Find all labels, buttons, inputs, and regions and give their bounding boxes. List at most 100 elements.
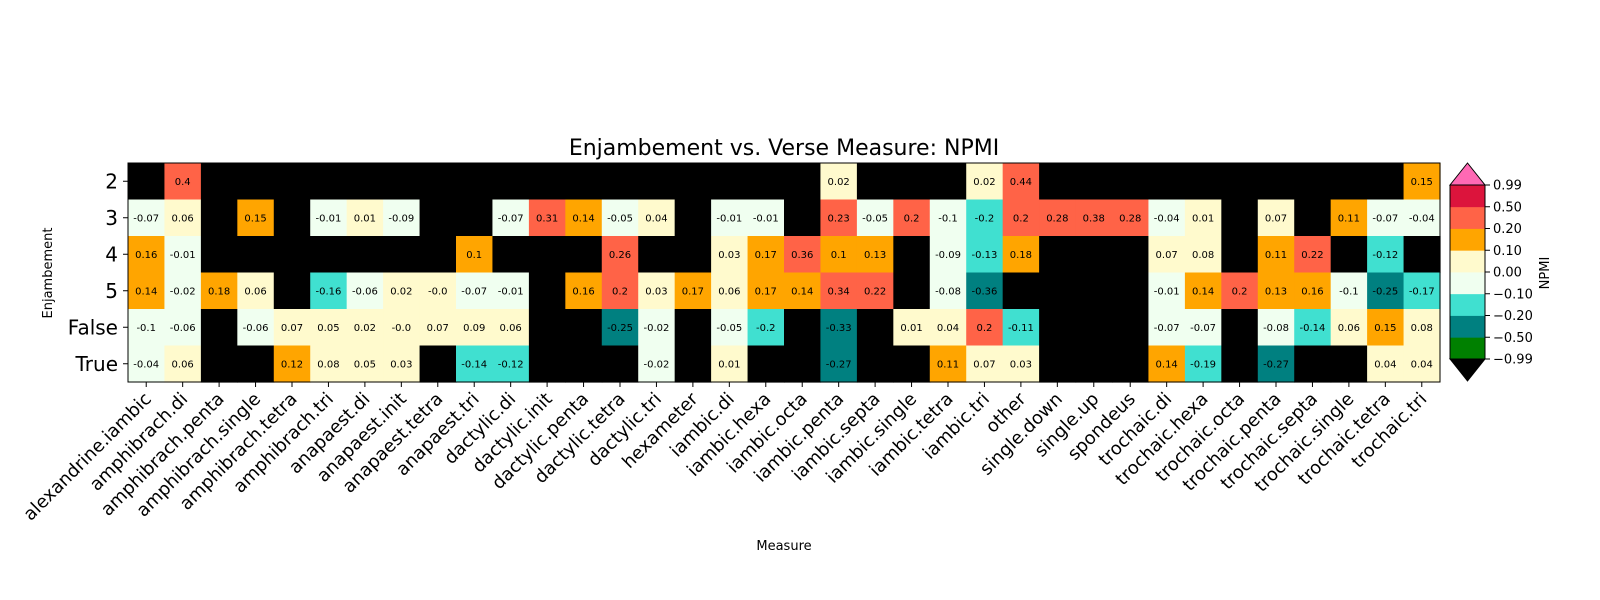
cell-value-label: 0.2 bbox=[1232, 286, 1248, 297]
cell-value-label: -0.08 bbox=[935, 286, 961, 297]
heatmap-cell bbox=[1294, 309, 1332, 347]
cell-value-label: 0.2 bbox=[1013, 213, 1029, 224]
heatmap-cell bbox=[528, 236, 566, 274]
heatmap-cell bbox=[419, 236, 457, 274]
heatmap-cell bbox=[1148, 272, 1186, 310]
heatmap-cell bbox=[856, 272, 894, 310]
heatmap-cell bbox=[1148, 345, 1186, 383]
cell-value-label: 0.07 bbox=[973, 359, 995, 370]
colorbar-tick-label: −0.10 bbox=[1493, 287, 1533, 302]
heatmap-cell bbox=[528, 309, 566, 347]
cell-value-label: -0.17 bbox=[1409, 286, 1435, 297]
heatmap-cell bbox=[638, 272, 676, 310]
cell-value-label: 0.2 bbox=[612, 286, 628, 297]
cell-value-label: 0.05 bbox=[317, 323, 339, 334]
heatmap-cell bbox=[419, 309, 457, 347]
heatmap-cell bbox=[1257, 309, 1295, 347]
cell-value-label: 0.22 bbox=[1301, 250, 1323, 261]
cell-value-label: 0.03 bbox=[1010, 359, 1032, 370]
heatmap-cell bbox=[237, 272, 275, 310]
heatmap-cell bbox=[1330, 272, 1368, 310]
colorbar-under-arrow bbox=[1448, 358, 1487, 382]
heatmap-cell bbox=[565, 163, 603, 201]
colorbar-segment bbox=[1450, 250, 1485, 273]
heatmap-cell bbox=[456, 163, 494, 201]
cell-value-label: 0.14 bbox=[572, 213, 594, 224]
heatmap-cell bbox=[383, 236, 421, 274]
cell-value-label: 0.17 bbox=[682, 286, 704, 297]
heatmap-cell bbox=[929, 199, 967, 237]
heatmap-cell bbox=[456, 345, 494, 383]
plot-frame bbox=[127, 162, 1441, 383]
heatmap-cell bbox=[310, 272, 348, 310]
heatmap-cell bbox=[128, 236, 166, 274]
heatmap-cell bbox=[383, 309, 421, 347]
heatmap-cell bbox=[565, 345, 603, 383]
heatmap-cell bbox=[1002, 345, 1040, 383]
heatmap-cell bbox=[128, 163, 166, 201]
heatmap-cell bbox=[346, 272, 384, 310]
colorbar-segment bbox=[1450, 272, 1485, 295]
cell-value-label: 0.15 bbox=[244, 213, 266, 224]
cell-value-label: 0.06 bbox=[172, 213, 194, 224]
heatmap-cell bbox=[565, 199, 603, 237]
heatmap-cell bbox=[1367, 236, 1405, 274]
heatmap-cell bbox=[929, 163, 967, 201]
cell-value-label: -0.07 bbox=[498, 213, 524, 224]
heatmap-cell bbox=[419, 345, 457, 383]
cell-value-label: -0.07 bbox=[461, 286, 487, 297]
heatmap-cell bbox=[1039, 163, 1077, 201]
heatmap-cell bbox=[1330, 236, 1368, 274]
heatmap-cell bbox=[711, 272, 749, 310]
heatmap-cell bbox=[528, 345, 566, 383]
cell-value-label: 0.16 bbox=[572, 286, 594, 297]
heatmap-cell bbox=[893, 345, 931, 383]
cell-value-label: 0.14 bbox=[1156, 359, 1178, 370]
heatmap-cell bbox=[601, 309, 639, 347]
heatmap-cell bbox=[638, 236, 676, 274]
heatmap-cell bbox=[1039, 345, 1077, 383]
heatmap-cell bbox=[1257, 272, 1295, 310]
cell-value-label: 0.26 bbox=[609, 250, 631, 261]
heatmap-cell bbox=[966, 199, 1004, 237]
cell-value-label: -0.14 bbox=[461, 359, 487, 370]
heatmap-cell bbox=[273, 199, 311, 237]
cell-value-label: 0.03 bbox=[718, 250, 740, 261]
colorbar-tick-label: 0.00 bbox=[1493, 266, 1522, 281]
heatmap-cell bbox=[1221, 272, 1259, 310]
heatmap-cell bbox=[966, 236, 1004, 274]
cell-value-label: 0.07 bbox=[427, 323, 449, 334]
cell-value-label: 0.04 bbox=[1374, 359, 1396, 370]
heatmap-cell bbox=[1075, 272, 1113, 310]
heatmap-cell bbox=[1330, 309, 1368, 347]
heatmap-cell bbox=[966, 163, 1004, 201]
cell-value-label: 0.07 bbox=[1156, 250, 1178, 261]
heatmap-cell bbox=[674, 309, 712, 347]
heatmap-cell bbox=[237, 309, 275, 347]
cell-value-label: 0.04 bbox=[645, 213, 667, 224]
heatmap-cell bbox=[310, 163, 348, 201]
heatmap-cell bbox=[273, 236, 311, 274]
heatmap-cells bbox=[128, 163, 1441, 383]
heatmap-cell bbox=[565, 272, 603, 310]
cell-value-label: 0.18 bbox=[208, 286, 230, 297]
cell-value-label: -0.07 bbox=[1154, 323, 1180, 334]
heatmap-cell bbox=[1221, 236, 1259, 274]
heatmap-cell bbox=[237, 199, 275, 237]
heatmap-cell bbox=[1148, 163, 1186, 201]
heatmap-cell bbox=[929, 345, 967, 383]
heatmap-cell bbox=[200, 309, 238, 347]
cell-value-label: 0.23 bbox=[828, 213, 850, 224]
cell-value-label: -0.13 bbox=[972, 250, 998, 261]
heatmap-cell bbox=[200, 236, 238, 274]
heatmap-cell bbox=[1039, 236, 1077, 274]
cell-value-label: -0.36 bbox=[972, 286, 998, 297]
cell-value-label: -0.1 bbox=[938, 213, 958, 224]
heatmap-cell bbox=[456, 272, 494, 310]
cell-value-label: 0.09 bbox=[463, 323, 485, 334]
heatmap-cell bbox=[711, 163, 749, 201]
cell-value-label: 0.13 bbox=[864, 250, 886, 261]
heatmap-cell bbox=[747, 272, 785, 310]
heatmap-cell bbox=[820, 163, 858, 201]
cell-value-label: 0.06 bbox=[244, 286, 266, 297]
